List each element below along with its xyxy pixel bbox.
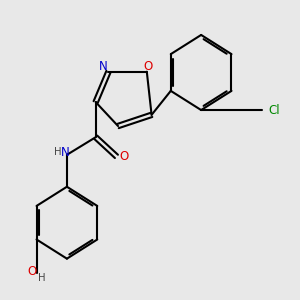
Text: H: H (38, 273, 45, 283)
Text: N: N (99, 60, 108, 74)
Text: H: H (54, 147, 62, 157)
Text: O: O (120, 150, 129, 163)
Text: O: O (144, 60, 153, 74)
Text: O: O (27, 265, 36, 278)
Text: N: N (61, 146, 70, 159)
Text: Cl: Cl (268, 103, 280, 117)
